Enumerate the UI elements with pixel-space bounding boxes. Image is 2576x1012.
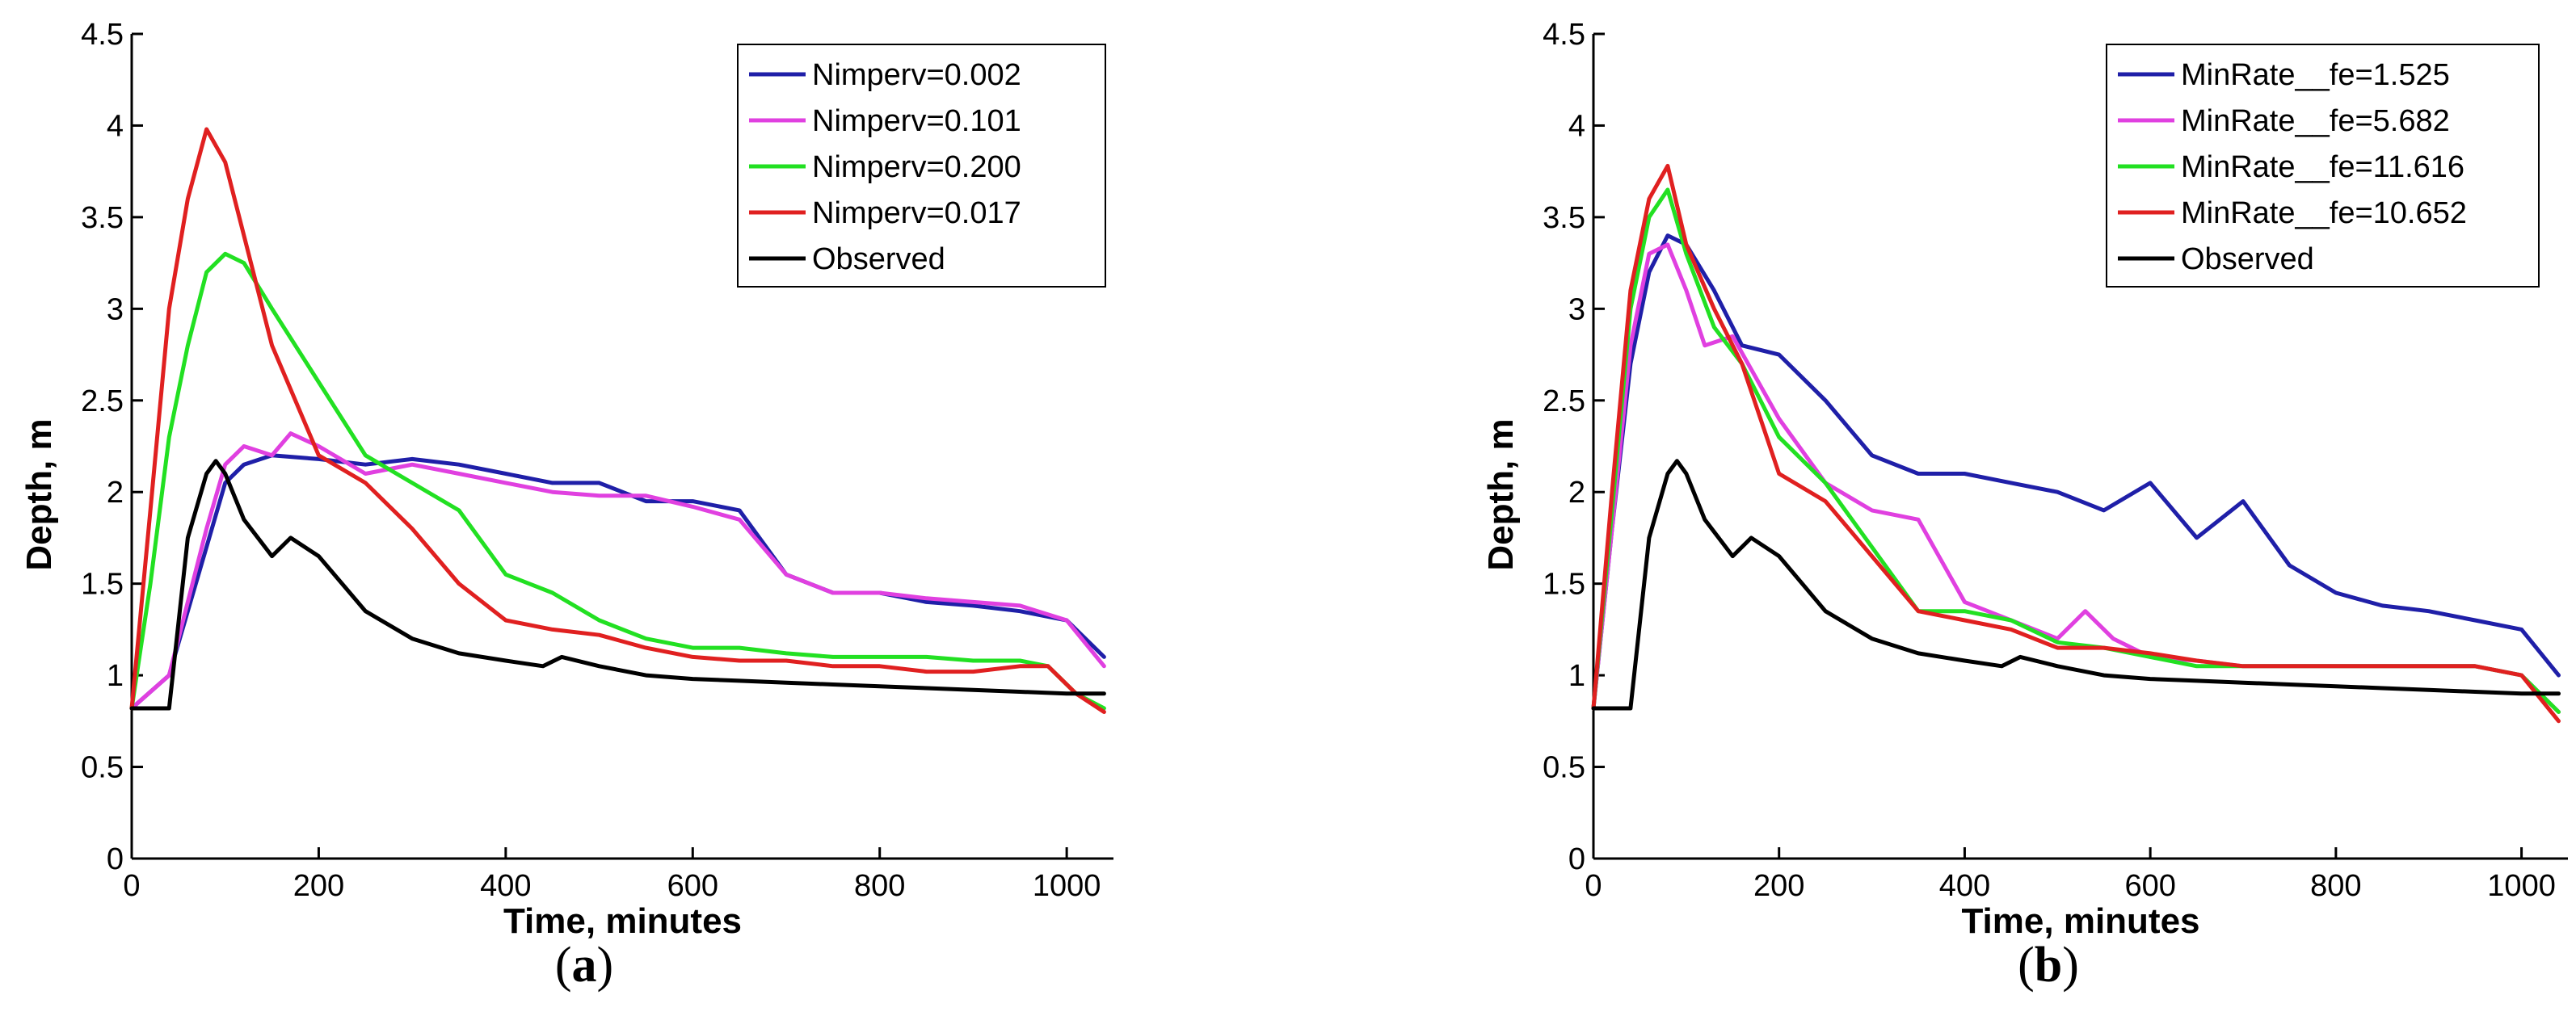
y-tick-label: 2.5 bbox=[1543, 384, 1585, 418]
series-line-nimperv-0-017 bbox=[129, 127, 1106, 714]
y-tick-label: 0 bbox=[1568, 842, 1585, 876]
legend-entry: Observed bbox=[812, 242, 945, 276]
x-tick-label: 1000 bbox=[2487, 869, 2556, 903]
legend-entry: Observed bbox=[2181, 242, 2314, 276]
x-axis-label: Time, minutes bbox=[503, 901, 742, 941]
x-tick-label: 400 bbox=[1939, 869, 1990, 903]
chart-panel-a: 0 200 400 600 800 1000 0 0.5 1 1.5 2 2.5 3 3.5 4 4.5 Tim… bbox=[19, 18, 1113, 993]
series-line-nimperv-0-200 bbox=[129, 251, 1106, 711]
panel-caption: (b) bbox=[2018, 938, 2079, 993]
y-tick-label: 0.5 bbox=[1543, 751, 1585, 785]
chart-panel-b: 0 200 400 600 800 1000 0 0.5 1 1.5 2 2.5 3 3.5 4 4.5 Tim… bbox=[1481, 18, 2568, 993]
legend: MinRate__fe=1.525 MinRate__fe=5.682 MinRat… bbox=[2106, 44, 2540, 288]
y-axis-label: Depth, m bbox=[1481, 418, 1521, 570]
legend: Nimperv=0.002 Nimperv=0.101 Nimperv=0.200 N… bbox=[737, 44, 1106, 288]
x-tick-label: 800 bbox=[854, 869, 905, 903]
y-tick-label: 3 bbox=[1568, 292, 1585, 326]
x-tick-label: 600 bbox=[667, 869, 718, 903]
x-tick-label: 800 bbox=[2310, 869, 2361, 903]
y-tick-label: 3 bbox=[107, 292, 124, 326]
y-tick-label: 1.5 bbox=[1543, 568, 1585, 602]
legend-entry: Nimperv=0.200 bbox=[812, 150, 1021, 184]
series-line-nimperv-0-002 bbox=[129, 453, 1106, 711]
y-tick-label: 1 bbox=[1568, 659, 1585, 693]
y-tick-label: 2.5 bbox=[81, 384, 124, 418]
x-tick-label: 200 bbox=[1753, 869, 1804, 903]
legend-entry: MinRate__fe=1.525 bbox=[2181, 58, 2450, 92]
legend-entry: MinRate__fe=5.682 bbox=[2181, 104, 2450, 138]
x-tick-label: 1000 bbox=[1033, 869, 1101, 903]
legend-box bbox=[2106, 44, 2540, 288]
y-tick-label: 4.5 bbox=[1543, 18, 1585, 52]
legend-entry: Nimperv=0.017 bbox=[812, 196, 1021, 230]
series-line-minrate-fe-5-682 bbox=[1591, 242, 2561, 714]
y-tick-label: 3.5 bbox=[81, 201, 124, 235]
y-tick-label: 1.5 bbox=[81, 568, 124, 602]
panel-caption: (a) bbox=[555, 938, 613, 993]
y-tick-label: 0 bbox=[107, 842, 124, 876]
x-tick-label: 400 bbox=[480, 869, 531, 903]
y-tick-label: 0.5 bbox=[81, 751, 124, 785]
series-line-minrate-fe-1-525 bbox=[1591, 233, 2561, 711]
y-tick-label: 4.5 bbox=[81, 18, 124, 52]
y-tick-label: 2 bbox=[107, 476, 124, 510]
y-tick-label: 1 bbox=[107, 659, 124, 693]
series-line-observed bbox=[129, 459, 1106, 711]
legend-entry: MinRate__fe=11.616 bbox=[2181, 150, 2464, 184]
x-tick-label: 0 bbox=[1585, 869, 1602, 903]
x-tick-label: 200 bbox=[293, 869, 344, 903]
y-tick-label: 4 bbox=[1568, 109, 1585, 143]
y-tick-label: 2 bbox=[1568, 476, 1585, 510]
y-tick-label: 4 bbox=[107, 109, 124, 143]
x-tick-label: 0 bbox=[123, 869, 140, 903]
series-line-nimperv-0-101 bbox=[129, 431, 1106, 711]
legend-entry: Nimperv=0.101 bbox=[812, 104, 1021, 138]
legend-entry: MinRate__fe=10.652 bbox=[2181, 196, 2467, 230]
y-axis-label: Depth, m bbox=[19, 418, 59, 570]
x-axis-label: Time, minutes bbox=[1961, 901, 2199, 941]
legend-entry: Nimperv=0.002 bbox=[812, 58, 1021, 92]
series-line-minrate-fe-10-652 bbox=[1591, 163, 2561, 724]
x-tick-label: 600 bbox=[2124, 869, 2175, 903]
series-line-observed bbox=[1591, 459, 2561, 711]
y-tick-label: 3.5 bbox=[1543, 201, 1585, 235]
